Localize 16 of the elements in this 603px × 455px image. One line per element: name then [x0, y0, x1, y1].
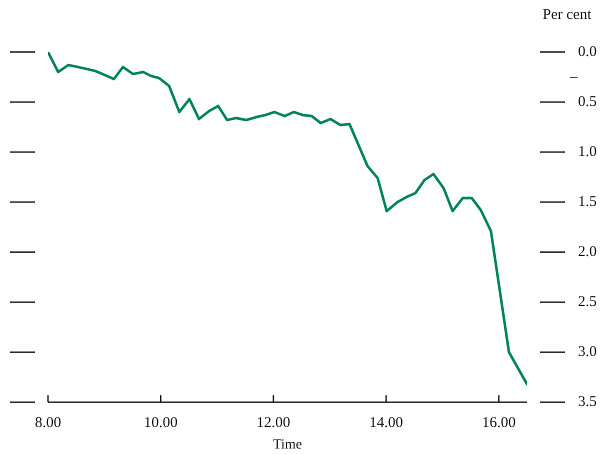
y-axis-title: Per cent	[542, 6, 592, 23]
y-tick-label: 3.5	[578, 394, 597, 410]
y-tick-label: 2.5	[578, 294, 597, 310]
x-tick-label: 10.00	[144, 415, 178, 432]
y-tick-label: 2.0	[578, 244, 597, 260]
text: –	[569, 68, 578, 85]
x-tick-label: 8.00	[34, 415, 62, 432]
y-tick-label: 3.0	[578, 344, 597, 360]
x-tick-label: 16.00	[482, 415, 516, 432]
x-axis-title: Time	[272, 437, 302, 452]
y-tick-label: 1.5	[578, 194, 597, 210]
x-tick-label: 14.00	[369, 415, 403, 432]
y-tick-label: 0.5	[578, 94, 597, 110]
y-tick-label: 0.0	[578, 44, 597, 60]
y-tick-label: 1.0	[578, 144, 597, 160]
x-tick-label: 12.00	[256, 415, 290, 432]
